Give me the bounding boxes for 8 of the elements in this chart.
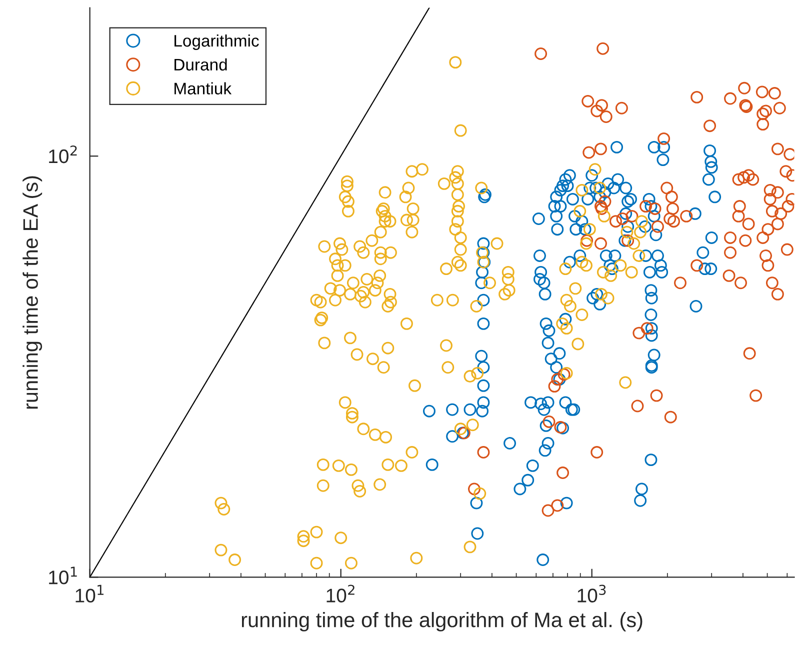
legend-label: Durand xyxy=(174,58,227,71)
y-axis-title: running time of the EA (s) xyxy=(22,176,42,409)
x-tick-label: 10$^{1}$ xyxy=(76,584,104,602)
x-axis-title: running time of the algorithm of Ma et al. (s) xyxy=(242,612,642,632)
x-tick-label: 10$^{3}$ xyxy=(578,584,606,602)
x-tick-label: 10$^{2}$ xyxy=(326,584,354,602)
legend-label: Mantiuk xyxy=(174,82,232,94)
legend-label: Logarithmic xyxy=(174,34,259,50)
